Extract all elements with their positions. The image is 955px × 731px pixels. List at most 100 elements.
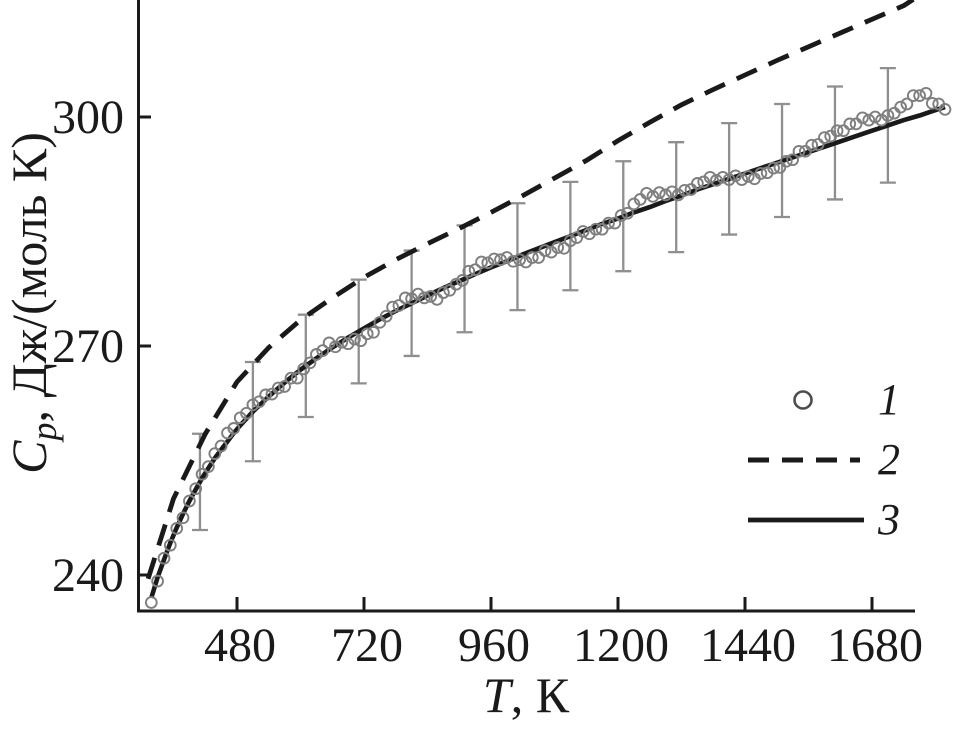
data-point-circle — [710, 174, 723, 187]
data-point-circle — [741, 170, 755, 183]
data-point-circle — [513, 253, 526, 267]
data-point-circle — [621, 206, 634, 220]
x-tick-label: 1440 — [700, 619, 796, 672]
data-point-circle — [411, 287, 425, 301]
data-point-circle — [348, 332, 361, 346]
data-point-circle — [430, 293, 444, 306]
data-point-circle — [240, 406, 253, 420]
data-point-circle — [925, 96, 939, 110]
x-axis-title: T, К — [483, 667, 570, 723]
data-point-circle — [506, 254, 520, 268]
series-2-dashed-curve — [145, 0, 915, 580]
data-point-circle — [468, 263, 482, 277]
data-point-circle — [779, 154, 793, 168]
data-point-circle — [551, 241, 565, 254]
data-point-circle — [659, 188, 672, 202]
data-point-circle — [271, 381, 285, 395]
data-point-circle — [354, 334, 368, 348]
data-point-circle — [487, 252, 501, 266]
data-point-circle — [678, 183, 692, 197]
data-point-circle — [735, 173, 749, 186]
x-tick-label: 1200 — [573, 619, 669, 672]
data-point-circle — [290, 371, 304, 385]
legend-entry: 2 — [748, 435, 900, 484]
data-point-circle — [557, 241, 571, 255]
data-point-circle — [640, 186, 653, 200]
data-point-circle — [151, 574, 164, 588]
data-point-circle — [246, 398, 260, 412]
y-axis-title: Cp, Дж/(моль К) — [1, 132, 64, 474]
data-point-circle — [837, 124, 850, 138]
data-point-circle — [722, 173, 736, 186]
legend-label: 3 — [877, 495, 900, 544]
legend-label: 1 — [878, 375, 900, 424]
data-point-circle — [367, 325, 380, 339]
data-point-circle — [652, 186, 666, 199]
legend-entry: 1 — [793, 375, 900, 424]
data-point-circle — [716, 170, 730, 184]
data-point-circle — [252, 395, 266, 409]
data-point-circle — [862, 113, 876, 127]
data-point-circle — [754, 167, 768, 180]
data-point-circle — [564, 234, 577, 248]
legend-circle-marker-icon — [793, 390, 813, 410]
data-point-circle — [919, 86, 933, 100]
data-point-circle — [208, 447, 222, 460]
data-point-circle — [614, 209, 628, 222]
data-point-circle — [316, 344, 330, 357]
data-point-circle — [284, 371, 298, 385]
data-point-circle — [856, 111, 869, 125]
data-point-circle — [792, 144, 806, 158]
data-point-circle — [462, 264, 476, 278]
data-point-circle — [176, 511, 190, 525]
legend: 1 2 3 — [748, 375, 900, 544]
data-point-circle — [183, 494, 196, 508]
data-point-circle — [392, 299, 406, 312]
data-point-circle — [189, 482, 203, 496]
data-point-circle — [811, 138, 825, 151]
data-point-circle — [303, 356, 317, 370]
data-point-circle — [830, 124, 844, 138]
data-point-circle — [202, 460, 215, 473]
data-point-circle — [818, 131, 831, 144]
data-point-circle — [602, 216, 615, 230]
legend-entry: 3 — [748, 495, 900, 544]
data-point-circle — [938, 103, 952, 116]
data-point-circle — [424, 290, 438, 303]
data-point-circle — [456, 274, 469, 287]
x-tick-label: 1680 — [827, 619, 923, 672]
data-point-circle — [259, 388, 272, 402]
data-point-circle — [576, 225, 590, 238]
data-point-circle — [900, 97, 914, 111]
data-point-circle — [786, 153, 799, 167]
data-point-circle — [494, 253, 507, 267]
data-point-circle — [144, 596, 158, 609]
data-point-circle — [398, 291, 412, 305]
data-point-circle — [322, 336, 336, 350]
data-point-circle — [881, 109, 895, 122]
data-point-circle — [481, 256, 495, 270]
data-point-circle — [437, 286, 450, 299]
data-point-circle — [729, 169, 742, 183]
data-point-circle — [767, 161, 780, 175]
data-point-circle — [843, 117, 857, 131]
data-point-circle — [379, 309, 393, 323]
data-point-circle — [532, 251, 545, 264]
data-point-circle — [335, 335, 349, 349]
data-point-circle — [417, 291, 431, 305]
data-point-circle — [195, 467, 209, 481]
data-point-circle — [310, 348, 323, 361]
data-point-circle — [589, 222, 603, 236]
data-point-circle — [163, 538, 177, 552]
data-point-circle — [475, 255, 488, 269]
series-1-scatter-group — [144, 86, 952, 609]
data-point-circle — [360, 327, 374, 341]
data-point-circle — [691, 177, 704, 190]
data-point-circle — [214, 439, 228, 453]
data-point-circle — [906, 89, 920, 102]
x-tick-label: 480 — [204, 619, 276, 672]
legend-label: 2 — [878, 435, 900, 484]
